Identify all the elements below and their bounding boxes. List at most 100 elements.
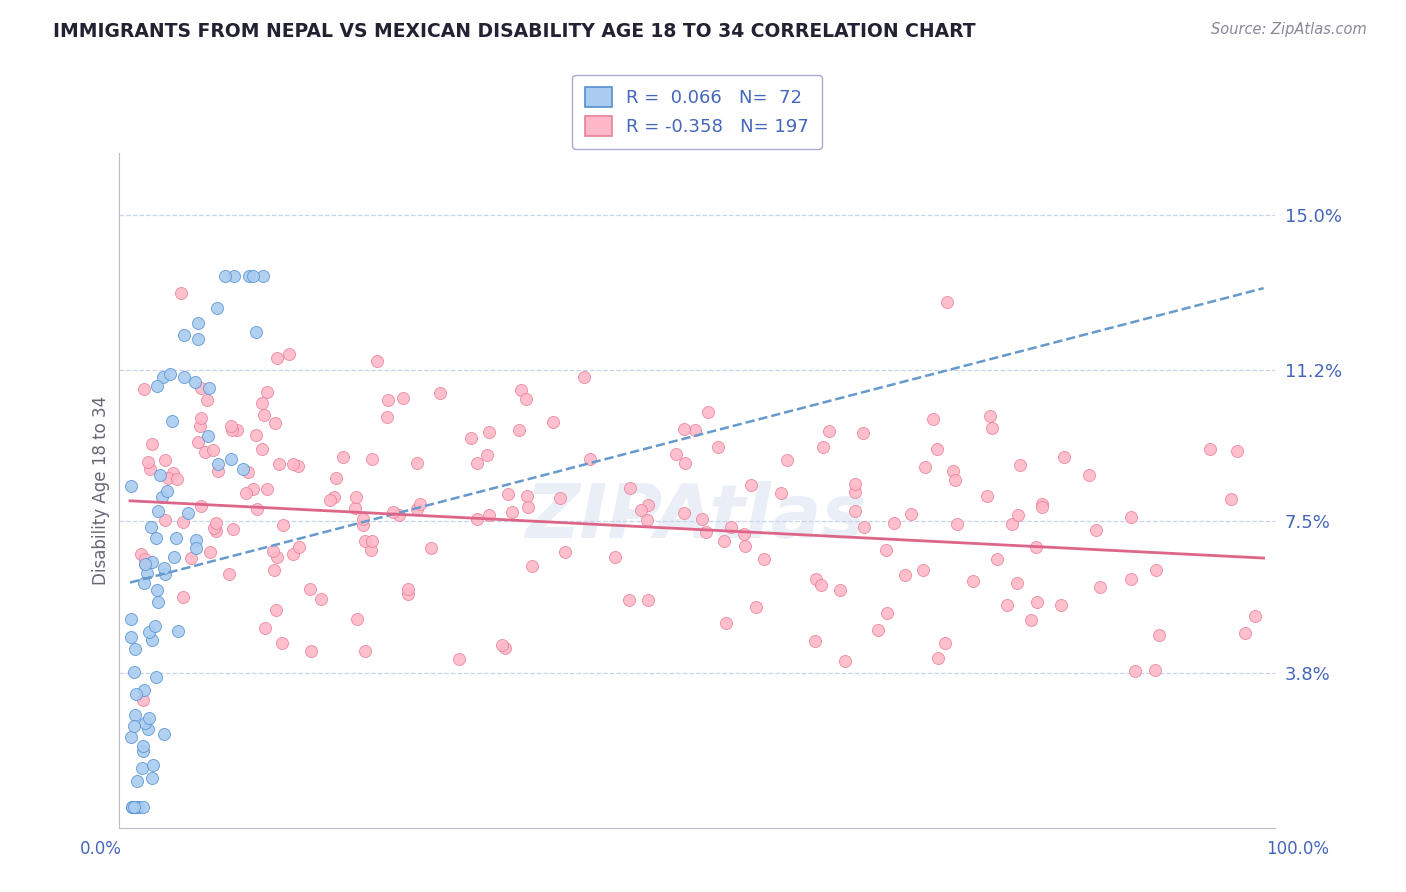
Point — [132, 800, 155, 814]
Point — [256, 482, 278, 496]
Point — [124, 708, 146, 723]
Point — [733, 527, 755, 541]
Point — [205, 301, 228, 316]
Point — [190, 381, 212, 395]
Point — [1031, 500, 1053, 514]
Point — [914, 460, 936, 475]
Point — [734, 539, 756, 553]
Point — [299, 644, 322, 658]
Point — [354, 534, 377, 549]
Point — [145, 531, 167, 545]
Point — [226, 423, 249, 437]
Point — [190, 410, 212, 425]
Point — [740, 478, 762, 492]
Point — [637, 592, 659, 607]
Point — [264, 603, 287, 617]
Point — [853, 519, 876, 533]
Point — [263, 544, 285, 558]
Point — [548, 491, 571, 505]
Point — [927, 650, 949, 665]
Point — [263, 563, 285, 577]
Point — [409, 497, 432, 511]
Point — [844, 504, 866, 518]
Point — [935, 294, 957, 309]
Point — [266, 550, 288, 565]
Point — [1019, 613, 1042, 627]
Point — [541, 415, 564, 429]
Point — [921, 411, 943, 425]
Point — [242, 483, 264, 497]
Point — [630, 502, 652, 516]
Point — [912, 563, 935, 577]
Point — [720, 520, 742, 534]
Point — [166, 624, 188, 639]
Point — [120, 730, 142, 744]
Point — [475, 448, 498, 462]
Point — [361, 533, 384, 548]
Point — [134, 557, 156, 571]
Point — [619, 592, 641, 607]
Point — [695, 524, 717, 539]
Point — [352, 517, 374, 532]
Point — [1119, 509, 1142, 524]
Point — [894, 568, 917, 582]
Text: Source: ZipAtlas.com: Source: ZipAtlas.com — [1211, 22, 1367, 37]
Point — [943, 473, 966, 487]
Point — [214, 268, 236, 283]
Point — [278, 347, 301, 361]
Point — [352, 512, 374, 526]
Point — [177, 507, 200, 521]
Point — [252, 442, 274, 457]
Point — [1144, 563, 1167, 577]
Point — [198, 381, 221, 395]
Point — [619, 481, 641, 495]
Point — [146, 504, 169, 518]
Point — [221, 423, 243, 437]
Point — [1226, 443, 1249, 458]
Point — [120, 630, 142, 644]
Point — [844, 477, 866, 491]
Point — [465, 456, 488, 470]
Point — [1031, 497, 1053, 511]
Point — [673, 456, 696, 470]
Point — [520, 558, 543, 573]
Point — [460, 431, 482, 445]
Point — [834, 654, 856, 668]
Point — [828, 583, 851, 598]
Point — [202, 521, 225, 535]
Point — [153, 452, 176, 467]
Point — [253, 408, 276, 422]
Point — [266, 351, 288, 365]
Point — [1084, 523, 1107, 537]
Point — [1007, 508, 1029, 523]
Point — [173, 328, 195, 343]
Point — [184, 375, 207, 389]
Point — [166, 472, 188, 486]
Point — [508, 423, 530, 437]
Point — [976, 489, 998, 503]
Point — [673, 422, 696, 436]
Point — [125, 687, 148, 701]
Point — [1198, 442, 1220, 456]
Point — [516, 500, 538, 515]
Point — [637, 498, 659, 512]
Point — [817, 424, 839, 438]
Point — [136, 455, 159, 469]
Point — [141, 437, 163, 451]
Point — [134, 552, 156, 566]
Point — [388, 508, 411, 522]
Point — [360, 542, 382, 557]
Point — [875, 542, 897, 557]
Point — [962, 574, 984, 589]
Point — [942, 464, 965, 478]
Point — [770, 486, 793, 500]
Point — [250, 395, 273, 409]
Text: ZIPAtlas: ZIPAtlas — [526, 481, 868, 554]
Point — [995, 598, 1018, 612]
Point — [153, 567, 176, 582]
Point — [139, 520, 162, 534]
Point — [263, 417, 285, 431]
Point — [122, 719, 145, 733]
Point — [572, 370, 595, 384]
Point — [222, 522, 245, 536]
